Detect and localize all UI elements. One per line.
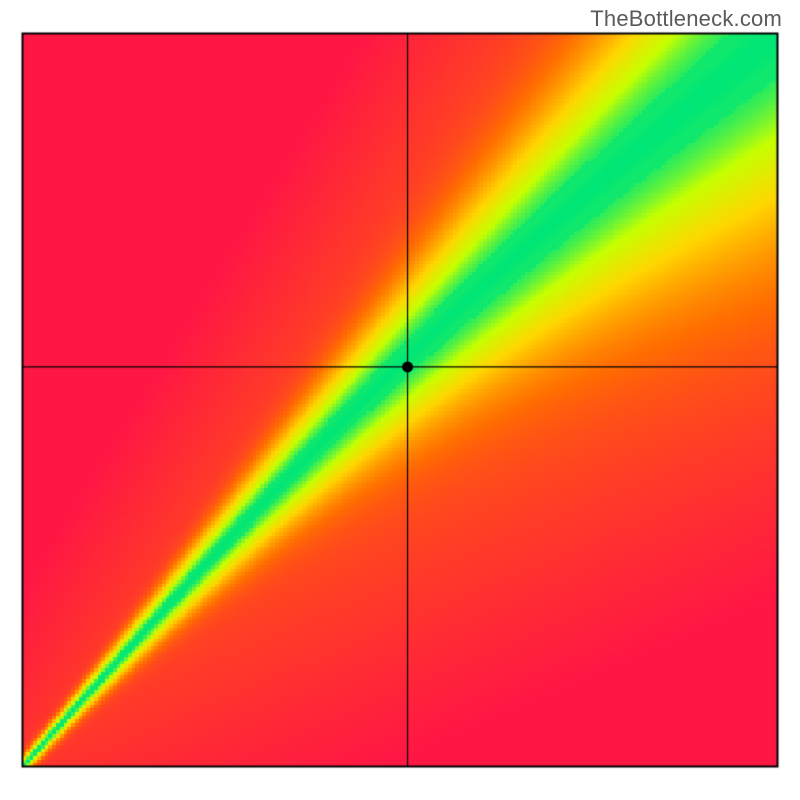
watermark-label: TheBottleneck.com [590, 6, 782, 32]
chart-container: TheBottleneck.com [0, 0, 800, 800]
heatmap-canvas [0, 0, 800, 800]
